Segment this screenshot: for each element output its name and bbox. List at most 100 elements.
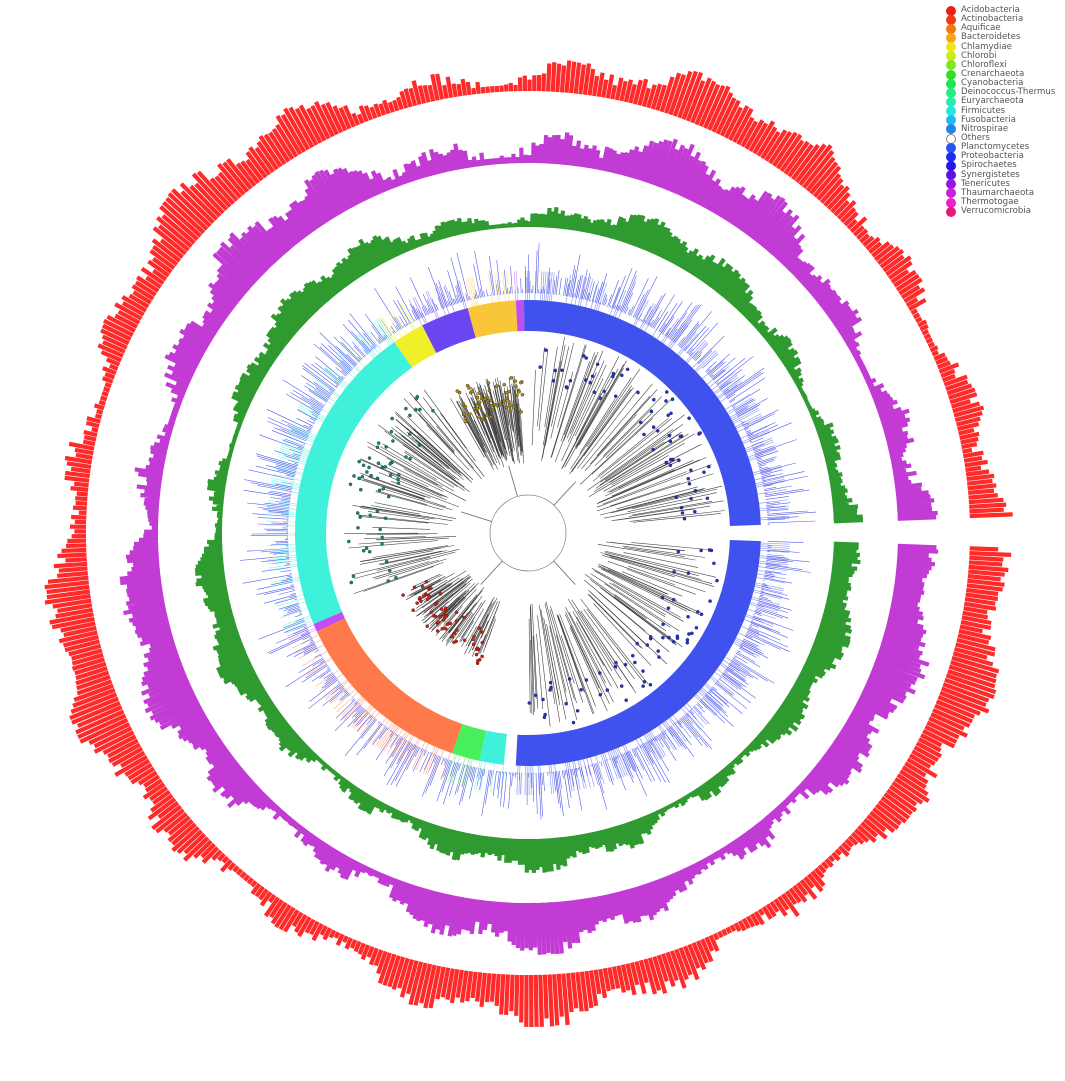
tree-tip: [602, 389, 606, 394]
tree-tip: [377, 488, 382, 493]
taxa-stripe: [265, 318, 395, 634]
tree-tip: [667, 635, 671, 640]
tree-tip: [595, 362, 600, 367]
tree-tip: [391, 439, 395, 443]
tree-tip: [418, 595, 422, 600]
tree-tip: [590, 374, 595, 378]
tree-tip: [367, 456, 372, 460]
legend-label: Fusobacteria: [961, 114, 1016, 125]
green-ring-bar: [194, 207, 864, 873]
tree-tip: [624, 698, 628, 702]
tree-tip: [715, 578, 719, 583]
tree-tip: [479, 630, 484, 634]
tree-tip: [660, 595, 665, 600]
tree-branch: [480, 560, 503, 585]
legend-label: Aquificae: [961, 23, 1001, 34]
legend-item: Planctomycetes: [946, 143, 1058, 153]
tree-tip: [489, 398, 493, 403]
legend-swatch: [946, 170, 956, 181]
tree-tip: [690, 631, 694, 636]
tree-tip: [442, 618, 446, 622]
tree-tip: [505, 396, 509, 400]
tree-tip: [474, 652, 479, 657]
tree-tip: [380, 535, 384, 540]
tree-tip: [592, 390, 597, 394]
tree-tip: [696, 610, 700, 614]
tree-tip: [375, 476, 380, 481]
taxa-stripe: [516, 542, 790, 796]
tree-tip: [707, 464, 711, 469]
tree-tip: [389, 429, 394, 434]
tree-tip: [698, 431, 702, 435]
tree-tip: [471, 642, 476, 647]
legend-item: Euryarchaeota: [946, 97, 1058, 107]
tree-tip: [504, 405, 509, 410]
tree-tip: [709, 548, 714, 553]
tree-leaf-branches: [344, 389, 485, 594]
tree-tip: [511, 405, 516, 409]
taxa-band-segment: [422, 307, 476, 354]
taxa-band-segment: [515, 300, 525, 332]
tree-tip: [486, 381, 491, 385]
tree-tip: [641, 684, 645, 688]
tree-leaf-branches: [528, 541, 717, 727]
tree-tip: [699, 612, 704, 617]
tree-tip: [404, 455, 408, 459]
taxa-stripe: [292, 634, 451, 781]
tree-tip: [358, 515, 362, 519]
tree-tip: [665, 390, 669, 394]
tree-tip: [664, 399, 668, 403]
tree-tip: [520, 392, 525, 397]
legend-swatch: [946, 124, 956, 135]
legend-swatch: [946, 206, 956, 217]
taxa-band-segment: [394, 325, 437, 368]
tree-tip: [584, 678, 589, 682]
tree-tip: [461, 402, 466, 406]
legend-item: Acidobacteria: [946, 6, 1058, 16]
tree-tip: [349, 580, 354, 585]
legend-label: Others: [961, 133, 990, 144]
tree-tip: [412, 585, 417, 590]
tree-tip: [431, 408, 435, 413]
tree-tip: [480, 417, 485, 422]
tree-tip: [702, 470, 706, 474]
tree-tip: [429, 610, 433, 614]
tree-tip: [611, 371, 616, 376]
phylum-legend: Acidobacteria Actinobacteria Aquificae Bact…: [946, 6, 1058, 217]
legend-label: Thaumarchaeota: [961, 187, 1035, 198]
tree-tip: [652, 397, 656, 402]
tree-tip: [464, 419, 468, 424]
tree-tip: [504, 391, 509, 395]
tree-tip: [548, 680, 553, 685]
tree-tip: [483, 397, 487, 401]
tree-tip: [544, 348, 548, 352]
tree-tip: [417, 443, 422, 447]
tree-tip: [498, 402, 503, 407]
legend-swatch: [946, 78, 956, 89]
tree-tip: [452, 631, 457, 636]
tree-tip: [567, 677, 572, 681]
legend-swatch: [946, 33, 956, 43]
tree-tip: [712, 561, 716, 566]
tree-tip: [439, 607, 444, 611]
tree-tip: [538, 365, 542, 369]
legend-swatch: [946, 14, 956, 25]
tree-tip: [666, 606, 671, 610]
tree-tip: [455, 389, 460, 393]
legend-label: Chloroflexi: [961, 59, 1007, 70]
tree-tip: [475, 395, 480, 400]
taxa-band-segment: [452, 723, 487, 761]
tree-tip: [571, 720, 576, 725]
tree-tip: [420, 585, 425, 589]
legend-item: Actinobacteria: [946, 14, 1058, 25]
tree-tip: [401, 593, 405, 597]
tree-tip: [475, 646, 480, 651]
tree-tip: [386, 494, 391, 499]
tree-tip: [390, 416, 394, 421]
tree-tip: [679, 434, 684, 438]
tree-leaf-branches: [531, 336, 725, 523]
legend-label: Firmicutes: [961, 105, 1006, 116]
tree-tip: [676, 549, 681, 554]
tree-tip: [463, 405, 468, 409]
tree-tip: [477, 414, 481, 419]
